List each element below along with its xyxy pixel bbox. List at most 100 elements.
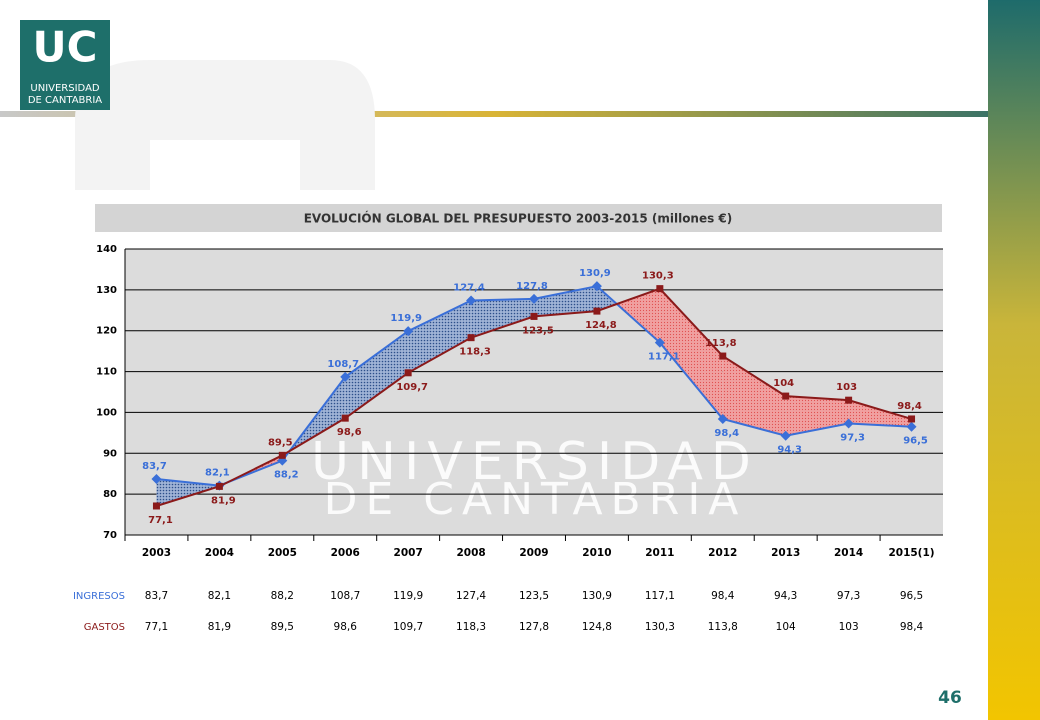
table-cell: 94,3 — [774, 590, 797, 602]
data-label: 94,3 — [777, 445, 802, 456]
x-tick-label: 2003 — [142, 547, 171, 559]
marker — [278, 451, 286, 459]
table-cell: 123,5 — [519, 590, 549, 602]
side-strip — [988, 0, 1040, 720]
x-tick-label: 2012 — [708, 547, 737, 559]
data-label: 118,3 — [459, 347, 491, 358]
gap-fill — [345, 331, 409, 419]
table-cell: 104 — [776, 621, 796, 633]
table-cell: 117,1 — [645, 590, 675, 602]
marker — [591, 281, 602, 292]
marker — [717, 413, 728, 424]
row-label: INGRESOS — [73, 591, 125, 602]
table-cell: 108,7 — [330, 590, 360, 602]
table-cell: 96,5 — [900, 590, 923, 602]
marker — [467, 334, 475, 342]
gap-fill — [534, 286, 597, 317]
table-cell: 81,9 — [208, 621, 231, 633]
marker — [151, 474, 162, 485]
logo-text: DE CANTABRIA — [28, 95, 102, 106]
marker — [530, 312, 538, 320]
y-tick-label: 70 — [103, 530, 117, 541]
marker — [719, 352, 727, 360]
table-cell: 109,7 — [393, 621, 423, 633]
table-cell: 127,4 — [456, 590, 486, 602]
data-label: 130,9 — [579, 268, 611, 279]
x-tick-label: 2015(1) — [888, 547, 934, 559]
marker — [466, 295, 477, 306]
marker — [843, 418, 854, 429]
data-label: 130,3 — [642, 271, 674, 282]
data-label: 83,7 — [142, 461, 167, 472]
data-label: 77,1 — [148, 515, 173, 526]
table-cell: 119,9 — [393, 590, 423, 602]
y-tick-label: 130 — [96, 285, 117, 296]
marker — [215, 482, 223, 490]
marker — [529, 293, 539, 304]
data-label: 119,9 — [390, 313, 422, 324]
data-label: 117,1 — [648, 352, 680, 363]
title-band — [95, 204, 942, 232]
logo-text: UNIVERSIDAD — [30, 83, 100, 94]
data-label: 123,5 — [522, 325, 554, 336]
table-cell: 130,9 — [582, 590, 612, 602]
data-label: 104 — [773, 378, 794, 389]
table-cell: 98,4 — [711, 590, 735, 602]
y-tick-label: 110 — [96, 367, 117, 378]
marker — [656, 285, 664, 293]
y-tick-label: 140 — [96, 244, 117, 255]
marker — [340, 371, 351, 382]
data-label: 98,6 — [337, 427, 362, 438]
table-cell: 118,3 — [456, 621, 486, 633]
marker — [403, 326, 414, 337]
row-label: GASTOS — [84, 622, 125, 633]
table-cell: 130,3 — [645, 621, 675, 633]
gap-fill — [471, 298, 534, 338]
x-tick-label: 2006 — [331, 547, 360, 559]
marker — [404, 369, 412, 377]
gap-fill — [616, 288, 660, 343]
marker — [906, 421, 917, 432]
bg-logo — [75, 60, 375, 190]
y-tick-label: 100 — [96, 407, 117, 418]
table-cell: 98,4 — [900, 621, 924, 633]
data-label: 109,7 — [396, 382, 428, 393]
page-number: 46 — [938, 688, 962, 708]
data-label: 124,8 — [585, 320, 617, 331]
data-label: 108,7 — [327, 359, 359, 370]
data-label: 89,5 — [268, 437, 293, 448]
data-label: 81,9 — [211, 495, 236, 506]
x-tick-label: 2009 — [519, 547, 548, 559]
marker — [654, 337, 665, 348]
table-cell: 113,8 — [708, 621, 738, 633]
x-tick-label: 2013 — [771, 547, 800, 559]
data-label: 82,1 — [205, 468, 230, 479]
data-label: 113,8 — [705, 338, 737, 349]
marker — [341, 414, 349, 422]
marker — [780, 430, 791, 441]
marker — [908, 415, 916, 423]
marker — [593, 307, 601, 315]
data-label: 127,4 — [453, 282, 485, 293]
x-tick-label: 2010 — [582, 547, 611, 559]
table-cell: 88,2 — [271, 590, 294, 602]
logo-box — [20, 20, 110, 110]
x-tick-label: 2011 — [645, 547, 674, 559]
table-cell: 98,6 — [334, 621, 358, 633]
marker — [845, 396, 853, 404]
gap-fill — [408, 300, 472, 373]
table-cell: 77,1 — [145, 621, 168, 633]
header-bar — [0, 111, 988, 117]
x-tick-label: 2005 — [268, 547, 297, 559]
table-cell: 89,5 — [271, 621, 294, 633]
table-cell: 103 — [839, 621, 859, 633]
watermark: DE CANTABRIA — [324, 474, 747, 525]
chart-title: EVOLUCIÓN GLOBAL DEL PRESUPUESTO 2003-20… — [304, 211, 733, 226]
marker — [152, 502, 160, 510]
gap-fill — [848, 400, 912, 427]
data-label: 96,5 — [903, 436, 928, 447]
y-tick-label: 80 — [103, 489, 117, 500]
table-cell: 82,1 — [208, 590, 231, 602]
marker — [782, 392, 790, 400]
data-label: 98,4 — [897, 401, 922, 412]
